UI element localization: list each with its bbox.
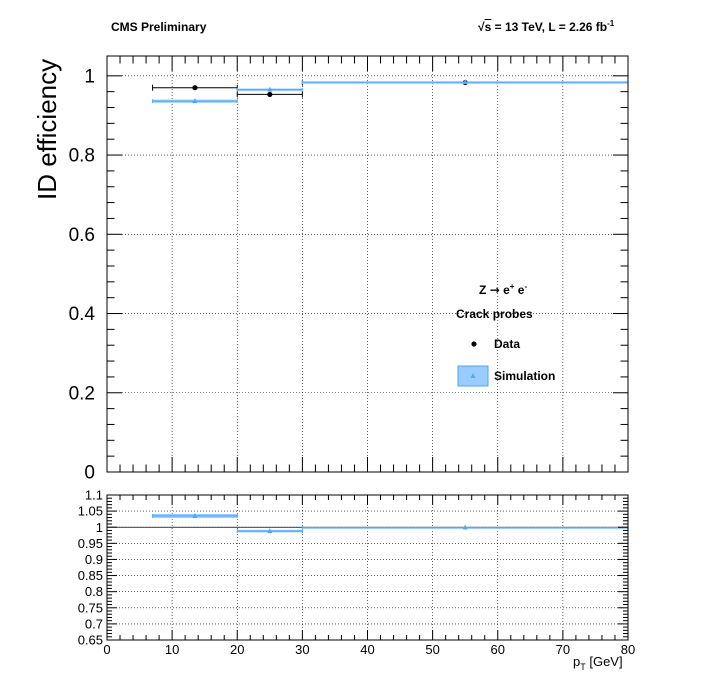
x-axis-title-sub: T — [580, 662, 586, 672]
legend-e-minus: e — [517, 283, 525, 297]
ratio-xtick-label: 50 — [425, 642, 439, 657]
ratio-xtick-label: 20 — [230, 642, 244, 657]
legend-process: Z → e+ e- — [479, 282, 528, 297]
main-sim-point — [267, 86, 273, 92]
main-ticks: 0 0.2 0.4 0.6 0.8 1 — [69, 56, 629, 484]
ratio-ytick-label: 0.9 — [85, 552, 103, 567]
main-ytick-label: 0 — [84, 463, 95, 484]
sqrt-symbol: √ — [478, 20, 485, 34]
main-ytick-label: 0.2 — [69, 383, 95, 404]
main-ytick-label: 0.4 — [69, 304, 96, 325]
ratio-xtick-label: 60 — [491, 642, 505, 657]
main-sim-point — [192, 98, 198, 104]
lumi-text: = 13 TeV, L = 2.26 fb — [491, 20, 608, 34]
ratio-xtick-label: 70 — [556, 642, 570, 657]
ratio-sim-point — [462, 524, 468, 530]
ratio-xtick-label: 0 — [103, 642, 110, 657]
legend-sim-label: Simulation — [494, 369, 556, 383]
ratio-marks — [152, 512, 629, 534]
main-ytick-label: 0.8 — [69, 146, 95, 167]
ratio-ytick-label: 0.7 — [85, 616, 103, 631]
legend-minus: - — [524, 282, 528, 291]
main-ytick-label: 1 — [84, 66, 95, 87]
main-sim-point — [462, 79, 468, 85]
ratio-sim-point — [192, 512, 198, 518]
main-frame — [106, 55, 629, 473]
legend-data-marker — [471, 341, 477, 347]
ratio-ytick-label: 0.8 — [85, 584, 103, 599]
ratio-ytick-label: 0.85 — [78, 568, 103, 583]
legend-plus: + — [509, 282, 515, 291]
main-marks — [152, 79, 629, 104]
main-grid — [107, 56, 628, 472]
main-ytick-label: 0.6 — [69, 225, 95, 246]
x-axis-title-p: p — [573, 654, 581, 669]
legend-e-plus: e — [503, 283, 510, 297]
legend-probes: Crack probes — [456, 307, 533, 321]
ratio-xtick-label: 40 — [360, 642, 374, 657]
ratio-sim-point — [267, 528, 273, 534]
ratio-xtick-label: 30 — [295, 642, 309, 657]
ratio-xtick-label: 10 — [165, 642, 179, 657]
x-axis-title-unit: [GeV] — [585, 654, 623, 669]
ratio-ytick-label: 1 — [96, 520, 103, 535]
legend-markers — [457, 341, 489, 387]
sqrt-arg: s — [484, 20, 492, 34]
experiment-label: CMS Preliminary — [111, 20, 207, 34]
lumi-exponent: -1 — [607, 19, 615, 28]
main-data-point — [267, 91, 273, 98]
legend-sim-marker — [470, 373, 476, 378]
ratio-frame — [106, 494, 629, 641]
main-y-axis-title: ID efficiency — [32, 59, 62, 200]
ratio-ytick-label: 1.05 — [78, 504, 103, 519]
ratio-ytick-label: 1.1 — [85, 488, 103, 503]
ratio-xtick-label: 80 — [621, 642, 635, 657]
ratio-ytick-label: 0.95 — [78, 536, 103, 551]
x-axis-title: pT [GeV] — [573, 654, 623, 672]
legend-arrow: → — [489, 283, 500, 297]
legend-data-label: Data — [494, 337, 521, 351]
ratio-ytick-label: 0.75 — [78, 600, 103, 615]
legend-z: Z — [479, 283, 487, 297]
main-data-point — [192, 85, 198, 91]
ratio-ytick-label: 0.65 — [78, 633, 103, 648]
energy-lumi-label: √s = 13 TeV, L = 2.26 fb-1 — [478, 19, 615, 34]
